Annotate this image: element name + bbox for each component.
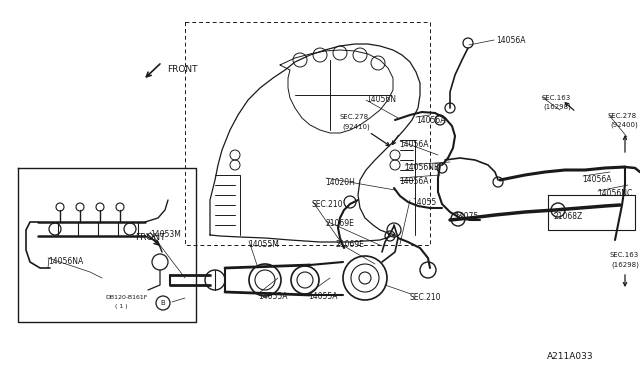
Text: SEC.278: SEC.278: [340, 114, 369, 120]
Text: ( 1 ): ( 1 ): [115, 304, 127, 309]
Text: DB120-B161F: DB120-B161F: [105, 295, 147, 300]
Text: 14056A: 14056A: [416, 116, 445, 125]
Text: FRONT: FRONT: [167, 65, 198, 74]
Text: (16298): (16298): [611, 261, 639, 267]
Text: 14056A: 14056A: [496, 36, 525, 45]
Text: 14020H: 14020H: [325, 178, 355, 187]
Text: 21069E: 21069E: [325, 219, 354, 228]
Text: 14055M: 14055M: [248, 240, 279, 249]
Text: SEC.210: SEC.210: [312, 200, 344, 209]
Text: 21068Z: 21068Z: [553, 212, 582, 221]
Circle shape: [156, 296, 170, 310]
Text: B: B: [161, 300, 165, 306]
Text: 14055A: 14055A: [308, 292, 337, 301]
Text: 14056A: 14056A: [582, 175, 611, 184]
Text: (92400): (92400): [610, 122, 637, 128]
Text: SEC.163: SEC.163: [609, 252, 638, 258]
Text: 14055: 14055: [412, 198, 436, 207]
Text: (92410): (92410): [342, 123, 370, 129]
Text: 14055A: 14055A: [258, 292, 287, 301]
Text: SEC.210: SEC.210: [410, 293, 442, 302]
Text: 14056NA: 14056NA: [48, 257, 83, 266]
Text: 14056N: 14056N: [366, 95, 396, 104]
Text: FRONT: FRONT: [135, 233, 166, 242]
Text: 14056A: 14056A: [399, 177, 429, 186]
Text: 14056A: 14056A: [399, 140, 429, 149]
Text: SEC.278: SEC.278: [608, 113, 637, 119]
Text: 14056NB: 14056NB: [404, 163, 439, 172]
Text: 14075: 14075: [454, 212, 478, 221]
Text: 21069E: 21069E: [336, 240, 365, 249]
Text: SEC.163: SEC.163: [541, 95, 570, 101]
Text: (16298): (16298): [543, 104, 571, 110]
Text: 14056NC: 14056NC: [597, 189, 632, 198]
Text: A211A033: A211A033: [547, 352, 594, 361]
Text: 14053M: 14053M: [150, 230, 181, 239]
